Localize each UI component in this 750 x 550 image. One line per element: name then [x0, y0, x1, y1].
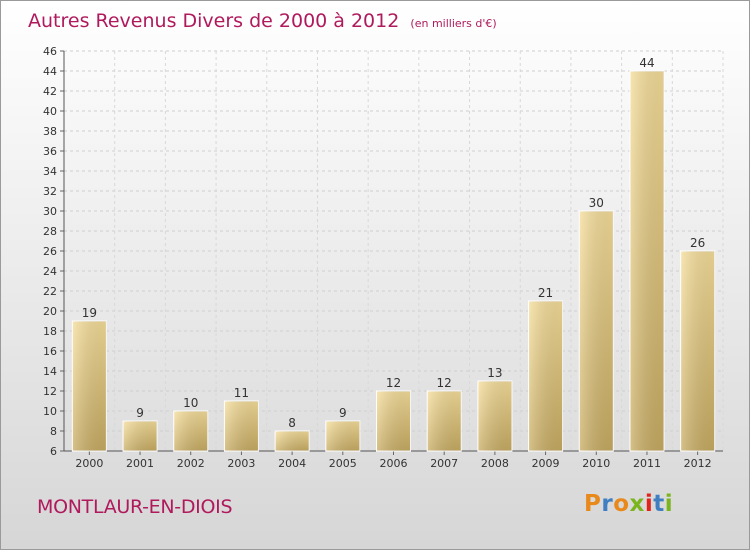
bar-shade [173, 411, 208, 451]
x-tick-label: 2011 [633, 457, 661, 470]
bar-shade [629, 71, 664, 451]
y-tick-label: 40 [43, 105, 57, 118]
y-tick-label: 16 [43, 345, 57, 358]
data-label: 11 [234, 386, 249, 400]
data-label: 9 [339, 406, 347, 420]
bar-shade [224, 401, 259, 451]
bar-shade [477, 381, 512, 451]
data-label: 12 [437, 376, 452, 390]
bar-shade [72, 321, 107, 451]
y-tick-label: 14 [43, 365, 57, 378]
logo-letter: P [584, 491, 602, 517]
y-tick-label: 34 [43, 165, 57, 178]
data-label: 13 [487, 366, 502, 380]
y-tick-label: 18 [43, 325, 57, 338]
data-label: 10 [183, 396, 198, 410]
x-tick-label: 2003 [227, 457, 255, 470]
y-tick-label: 28 [43, 225, 57, 238]
y-tick-label: 32 [43, 185, 57, 198]
bar-shade [579, 211, 614, 451]
bars [71, 70, 716, 452]
bar-shade [275, 431, 310, 451]
y-tick-label: 6 [50, 445, 57, 458]
y-tick-label: 38 [43, 125, 57, 138]
x-tick-label: 2001 [126, 457, 154, 470]
data-label: 30 [589, 196, 604, 210]
y-tick-label: 24 [43, 265, 57, 278]
x-tick-label: 2000 [75, 457, 103, 470]
chart-subtitle: (en milliers d'€) [410, 17, 497, 30]
y-tick-label: 12 [43, 385, 57, 398]
y-tick-label: 30 [43, 205, 57, 218]
x-tick-label: 2009 [532, 457, 560, 470]
data-label: 21 [538, 286, 553, 300]
labels: 6 8 10 12 14 16 18 20 22 24 26 28 30 32 34 36 38 40 42 44 46… [43, 45, 712, 470]
y-tick-label: 36 [43, 145, 57, 158]
y-tick-label: 8 [50, 425, 57, 438]
logo-letter: i [644, 491, 654, 517]
x-tick-label: 2002 [177, 457, 205, 470]
logo-letter: x [629, 491, 645, 517]
bar-shade [325, 421, 360, 451]
logo-letter: i [664, 491, 674, 517]
y-tick-label: 10 [43, 405, 57, 418]
data-label: 19 [82, 306, 97, 320]
bar-shade [528, 301, 563, 451]
grid-lines [63, 50, 724, 452]
bar-shade [123, 421, 158, 451]
y-tick-label: 26 [43, 245, 57, 258]
y-tick-label: 20 [43, 305, 57, 318]
data-label: 44 [639, 56, 654, 70]
x-tick-label: 2004 [278, 457, 306, 470]
logo-letter: o [613, 491, 630, 517]
x-tick-label: 2005 [329, 457, 357, 470]
x-tick-label: 2007 [430, 457, 458, 470]
logo-letter: r [601, 491, 614, 517]
data-label: 26 [690, 236, 705, 250]
bar-shade [427, 391, 462, 451]
data-label: 8 [288, 416, 296, 430]
data-label: 9 [136, 406, 144, 420]
title-row: Autres Revenus Divers de 2000 à 2012 (en… [28, 10, 497, 32]
chart-title: Autres Revenus Divers de 2000 à 2012 [28, 10, 400, 32]
bar-shade [680, 251, 715, 451]
x-tick-label: 2010 [582, 457, 610, 470]
data-label: 12 [386, 376, 401, 390]
x-tick-label: 2008 [481, 457, 509, 470]
x-tick-label: 2006 [380, 457, 408, 470]
y-tick-label: 46 [43, 45, 57, 58]
x-tick-label: 2012 [684, 457, 712, 470]
logo-letter: t [653, 491, 665, 517]
y-tick-label: 44 [43, 65, 57, 78]
commune-name: MONTLAUR-EN-DIOIS [37, 496, 233, 518]
y-tick-label: 42 [43, 85, 57, 98]
bar-shade [376, 391, 411, 451]
y-tick-label: 22 [43, 285, 57, 298]
proxiti-logo[interactable]: Proxiti [584, 491, 673, 517]
